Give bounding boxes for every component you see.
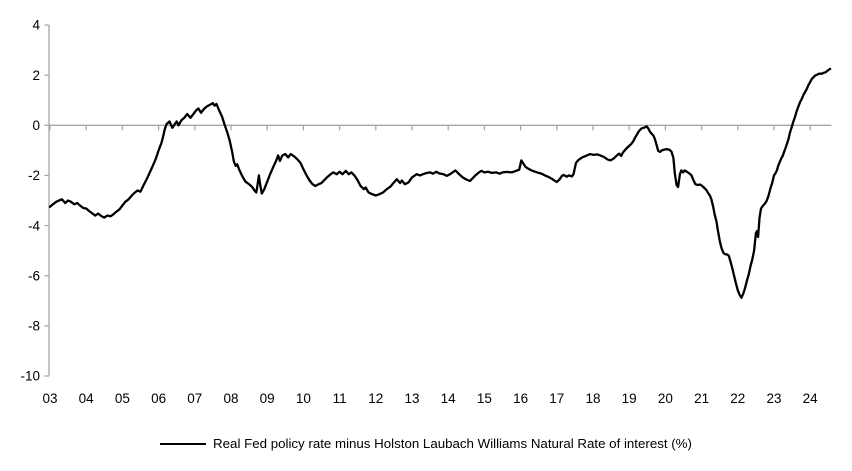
y-tick-label: -10: [20, 369, 40, 384]
y-tick-label: 0: [32, 118, 40, 133]
x-tick-label: 12: [368, 391, 383, 406]
x-tick-label: 15: [477, 391, 492, 406]
x-tick-label: 20: [658, 391, 673, 406]
x-tick-label: 11: [333, 391, 347, 406]
x-tick-label: 16: [513, 391, 528, 406]
x-tick-label: 05: [115, 391, 130, 406]
legend-line-swatch: [160, 442, 207, 445]
x-tick-label: 21: [694, 391, 709, 406]
x-tick-label: 22: [730, 391, 745, 406]
x-tick-label: 13: [404, 391, 419, 406]
x-tick-label: 19: [622, 391, 637, 406]
x-tick-label: 06: [151, 391, 166, 406]
series-line: [48, 67, 832, 299]
x-tick-label: 24: [803, 391, 819, 406]
y-tick-label: 4: [32, 18, 40, 33]
y-tick-label: -6: [28, 268, 40, 283]
legend-label: Real Fed policy rate minus Holston Lauba…: [213, 436, 692, 451]
legend: Real Fed policy rate minus Holston Lauba…: [0, 436, 852, 451]
x-tick-label: 03: [42, 391, 57, 406]
x-tick-label: 23: [766, 391, 781, 406]
y-tick-label: -4: [28, 218, 40, 233]
x-tick-label: 10: [296, 391, 311, 406]
x-tick-label: 18: [585, 391, 600, 406]
x-tick-label: 14: [441, 391, 457, 406]
x-tick-label: 08: [223, 391, 238, 406]
x-tick-label: 09: [260, 391, 275, 406]
y-tick-label: -2: [28, 168, 40, 183]
x-tick-label: 17: [549, 391, 564, 406]
y-tick-label: 2: [32, 68, 40, 83]
x-tick-label: 04: [79, 391, 95, 406]
x-tick-label: 07: [187, 391, 202, 406]
y-tick-label: -8: [28, 319, 40, 334]
